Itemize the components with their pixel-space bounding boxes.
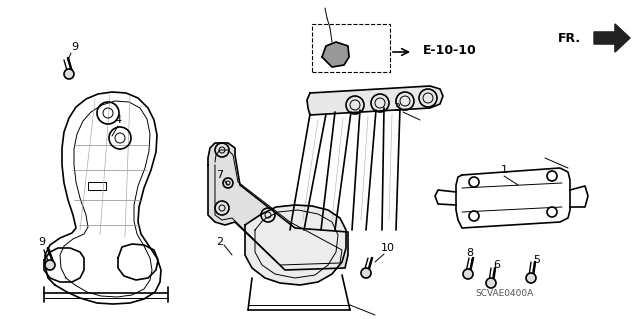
Circle shape — [486, 278, 496, 288]
Circle shape — [463, 269, 473, 279]
Text: 6: 6 — [493, 260, 500, 270]
Circle shape — [223, 178, 233, 188]
Polygon shape — [594, 24, 630, 52]
Text: 9: 9 — [72, 42, 79, 52]
Text: E-10-10: E-10-10 — [423, 43, 477, 56]
Circle shape — [64, 69, 74, 79]
Polygon shape — [245, 205, 346, 285]
Text: 4: 4 — [115, 115, 122, 125]
Text: 9: 9 — [38, 237, 45, 247]
Polygon shape — [307, 86, 443, 115]
Text: 3: 3 — [394, 103, 401, 113]
Text: FR.: FR. — [558, 32, 581, 44]
Bar — [88, 182, 106, 190]
Text: 1: 1 — [500, 165, 508, 175]
Text: 7: 7 — [216, 170, 223, 180]
Text: 5: 5 — [534, 255, 541, 265]
Circle shape — [361, 268, 371, 278]
Bar — [312, 24, 390, 72]
Text: 10: 10 — [381, 243, 395, 253]
Polygon shape — [208, 143, 348, 270]
Text: 8: 8 — [467, 248, 474, 258]
Text: 2: 2 — [216, 237, 223, 247]
Circle shape — [45, 260, 55, 270]
Text: SCVAE0400A: SCVAE0400A — [476, 288, 534, 298]
Polygon shape — [322, 42, 349, 67]
Circle shape — [526, 273, 536, 283]
